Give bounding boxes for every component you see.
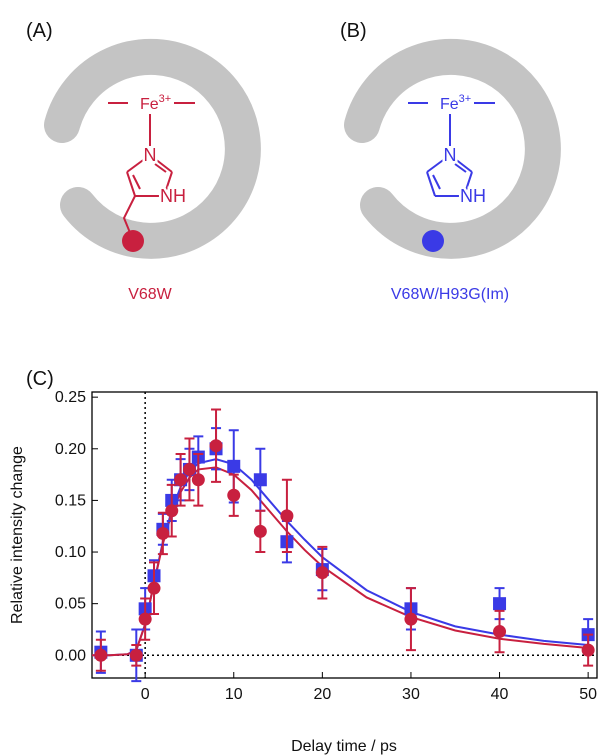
- residue: [422, 230, 444, 252]
- bond: [126, 171, 136, 197]
- plot-frame: [91, 391, 598, 679]
- iron-element: Fe: [140, 96, 159, 113]
- bond: [449, 154, 473, 173]
- bond: [426, 154, 451, 173]
- point: [493, 625, 507, 639]
- bond: [154, 163, 167, 173]
- point: [227, 488, 241, 502]
- point: [280, 509, 294, 523]
- point: [138, 612, 152, 626]
- point: [182, 462, 196, 476]
- iron-label: Fe3+: [440, 93, 471, 113]
- bond: [463, 171, 473, 197]
- residue: [122, 230, 144, 252]
- fit-line: [92, 458, 589, 657]
- bond: [132, 174, 141, 190]
- plot: 0 10 20 30 40 50 0.00 0.05 0.10 0.15 0.20 0.25: [55, 389, 597, 703]
- y-tick-label: 0.25: [55, 389, 86, 406]
- iron-element: Fe: [440, 96, 459, 113]
- point: [94, 648, 108, 662]
- iron-label: Fe3+: [140, 93, 171, 113]
- panel: (A) Fe3+ N NH V68W: [26, 20, 261, 303]
- point: [129, 648, 143, 662]
- bond: [126, 154, 151, 173]
- x-tick-label: 30: [402, 686, 420, 703]
- point: [147, 581, 161, 595]
- y-tick-label: 0.05: [55, 596, 86, 613]
- point: [253, 524, 267, 538]
- point: [404, 612, 418, 626]
- iron-charge: 3+: [159, 93, 172, 105]
- bond: [432, 174, 441, 190]
- point: [174, 473, 188, 487]
- point: [165, 504, 179, 518]
- bond: [454, 163, 467, 173]
- atom-label: NH: [160, 186, 186, 206]
- x-tick-label: 0: [141, 686, 150, 703]
- caption: V68W/H93G(Im): [391, 286, 509, 303]
- point: [581, 643, 595, 657]
- x-tick-label: 20: [313, 686, 331, 703]
- point: [209, 439, 223, 453]
- y-axis-title: Relative intensity change: [9, 446, 26, 624]
- point: [156, 526, 170, 540]
- bond: [426, 171, 436, 197]
- bond: [149, 154, 173, 173]
- caption: V68W: [128, 286, 172, 303]
- point: [315, 566, 329, 580]
- panel-label: (C): [26, 368, 54, 390]
- y-tick-label: 0.00: [55, 647, 86, 664]
- bond: [163, 171, 173, 197]
- point: [253, 473, 267, 487]
- point: [227, 459, 241, 473]
- x-tick-label: 40: [491, 686, 509, 703]
- panel-label: (A): [26, 20, 53, 42]
- atom-label: N: [144, 145, 157, 165]
- iron-charge: 3+: [459, 93, 472, 105]
- panel-label: (B): [340, 20, 367, 42]
- panel: (B) Fe3+ N NH V68W/H93G(Im): [340, 20, 561, 303]
- x-tick-label: 10: [225, 686, 243, 703]
- x-tick-label: 50: [579, 686, 597, 703]
- point: [191, 473, 205, 487]
- atom-label: N: [444, 145, 457, 165]
- atom-label: NH: [460, 186, 486, 206]
- x-axis-title: Delay time / ps: [291, 738, 397, 755]
- y-tick-label: 0.15: [55, 492, 86, 509]
- y-tick-label: 0.10: [55, 544, 86, 561]
- point: [493, 597, 507, 611]
- y-tick-label: 0.20: [55, 441, 86, 458]
